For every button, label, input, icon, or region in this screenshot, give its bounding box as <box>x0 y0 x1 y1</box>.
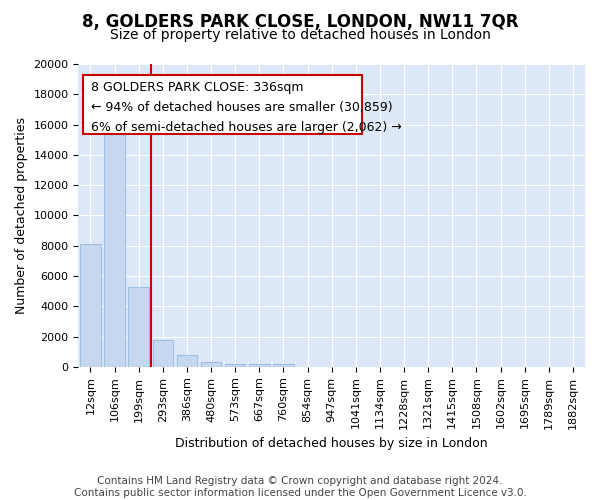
Bar <box>225 364 245 367</box>
Text: 8, GOLDERS PARK CLOSE, LONDON, NW11 7QR: 8, GOLDERS PARK CLOSE, LONDON, NW11 7QR <box>82 12 518 30</box>
Bar <box>128 286 149 367</box>
Bar <box>273 364 294 367</box>
FancyBboxPatch shape <box>83 74 362 134</box>
Y-axis label: Number of detached properties: Number of detached properties <box>15 117 28 314</box>
Bar <box>177 354 197 367</box>
Bar <box>152 340 173 367</box>
Bar <box>80 244 101 367</box>
Text: Size of property relative to detached houses in London: Size of property relative to detached ho… <box>110 28 490 42</box>
X-axis label: Distribution of detached houses by size in London: Distribution of detached houses by size … <box>175 437 488 450</box>
Bar <box>104 116 125 367</box>
Text: Contains HM Land Registry data © Crown copyright and database right 2024.
Contai: Contains HM Land Registry data © Crown c… <box>74 476 526 498</box>
Bar <box>201 362 221 367</box>
Bar <box>249 364 269 367</box>
Text: 8 GOLDERS PARK CLOSE: 336sqm
← 94% of detached houses are smaller (30,859)
6% of: 8 GOLDERS PARK CLOSE: 336sqm ← 94% of de… <box>91 80 402 134</box>
